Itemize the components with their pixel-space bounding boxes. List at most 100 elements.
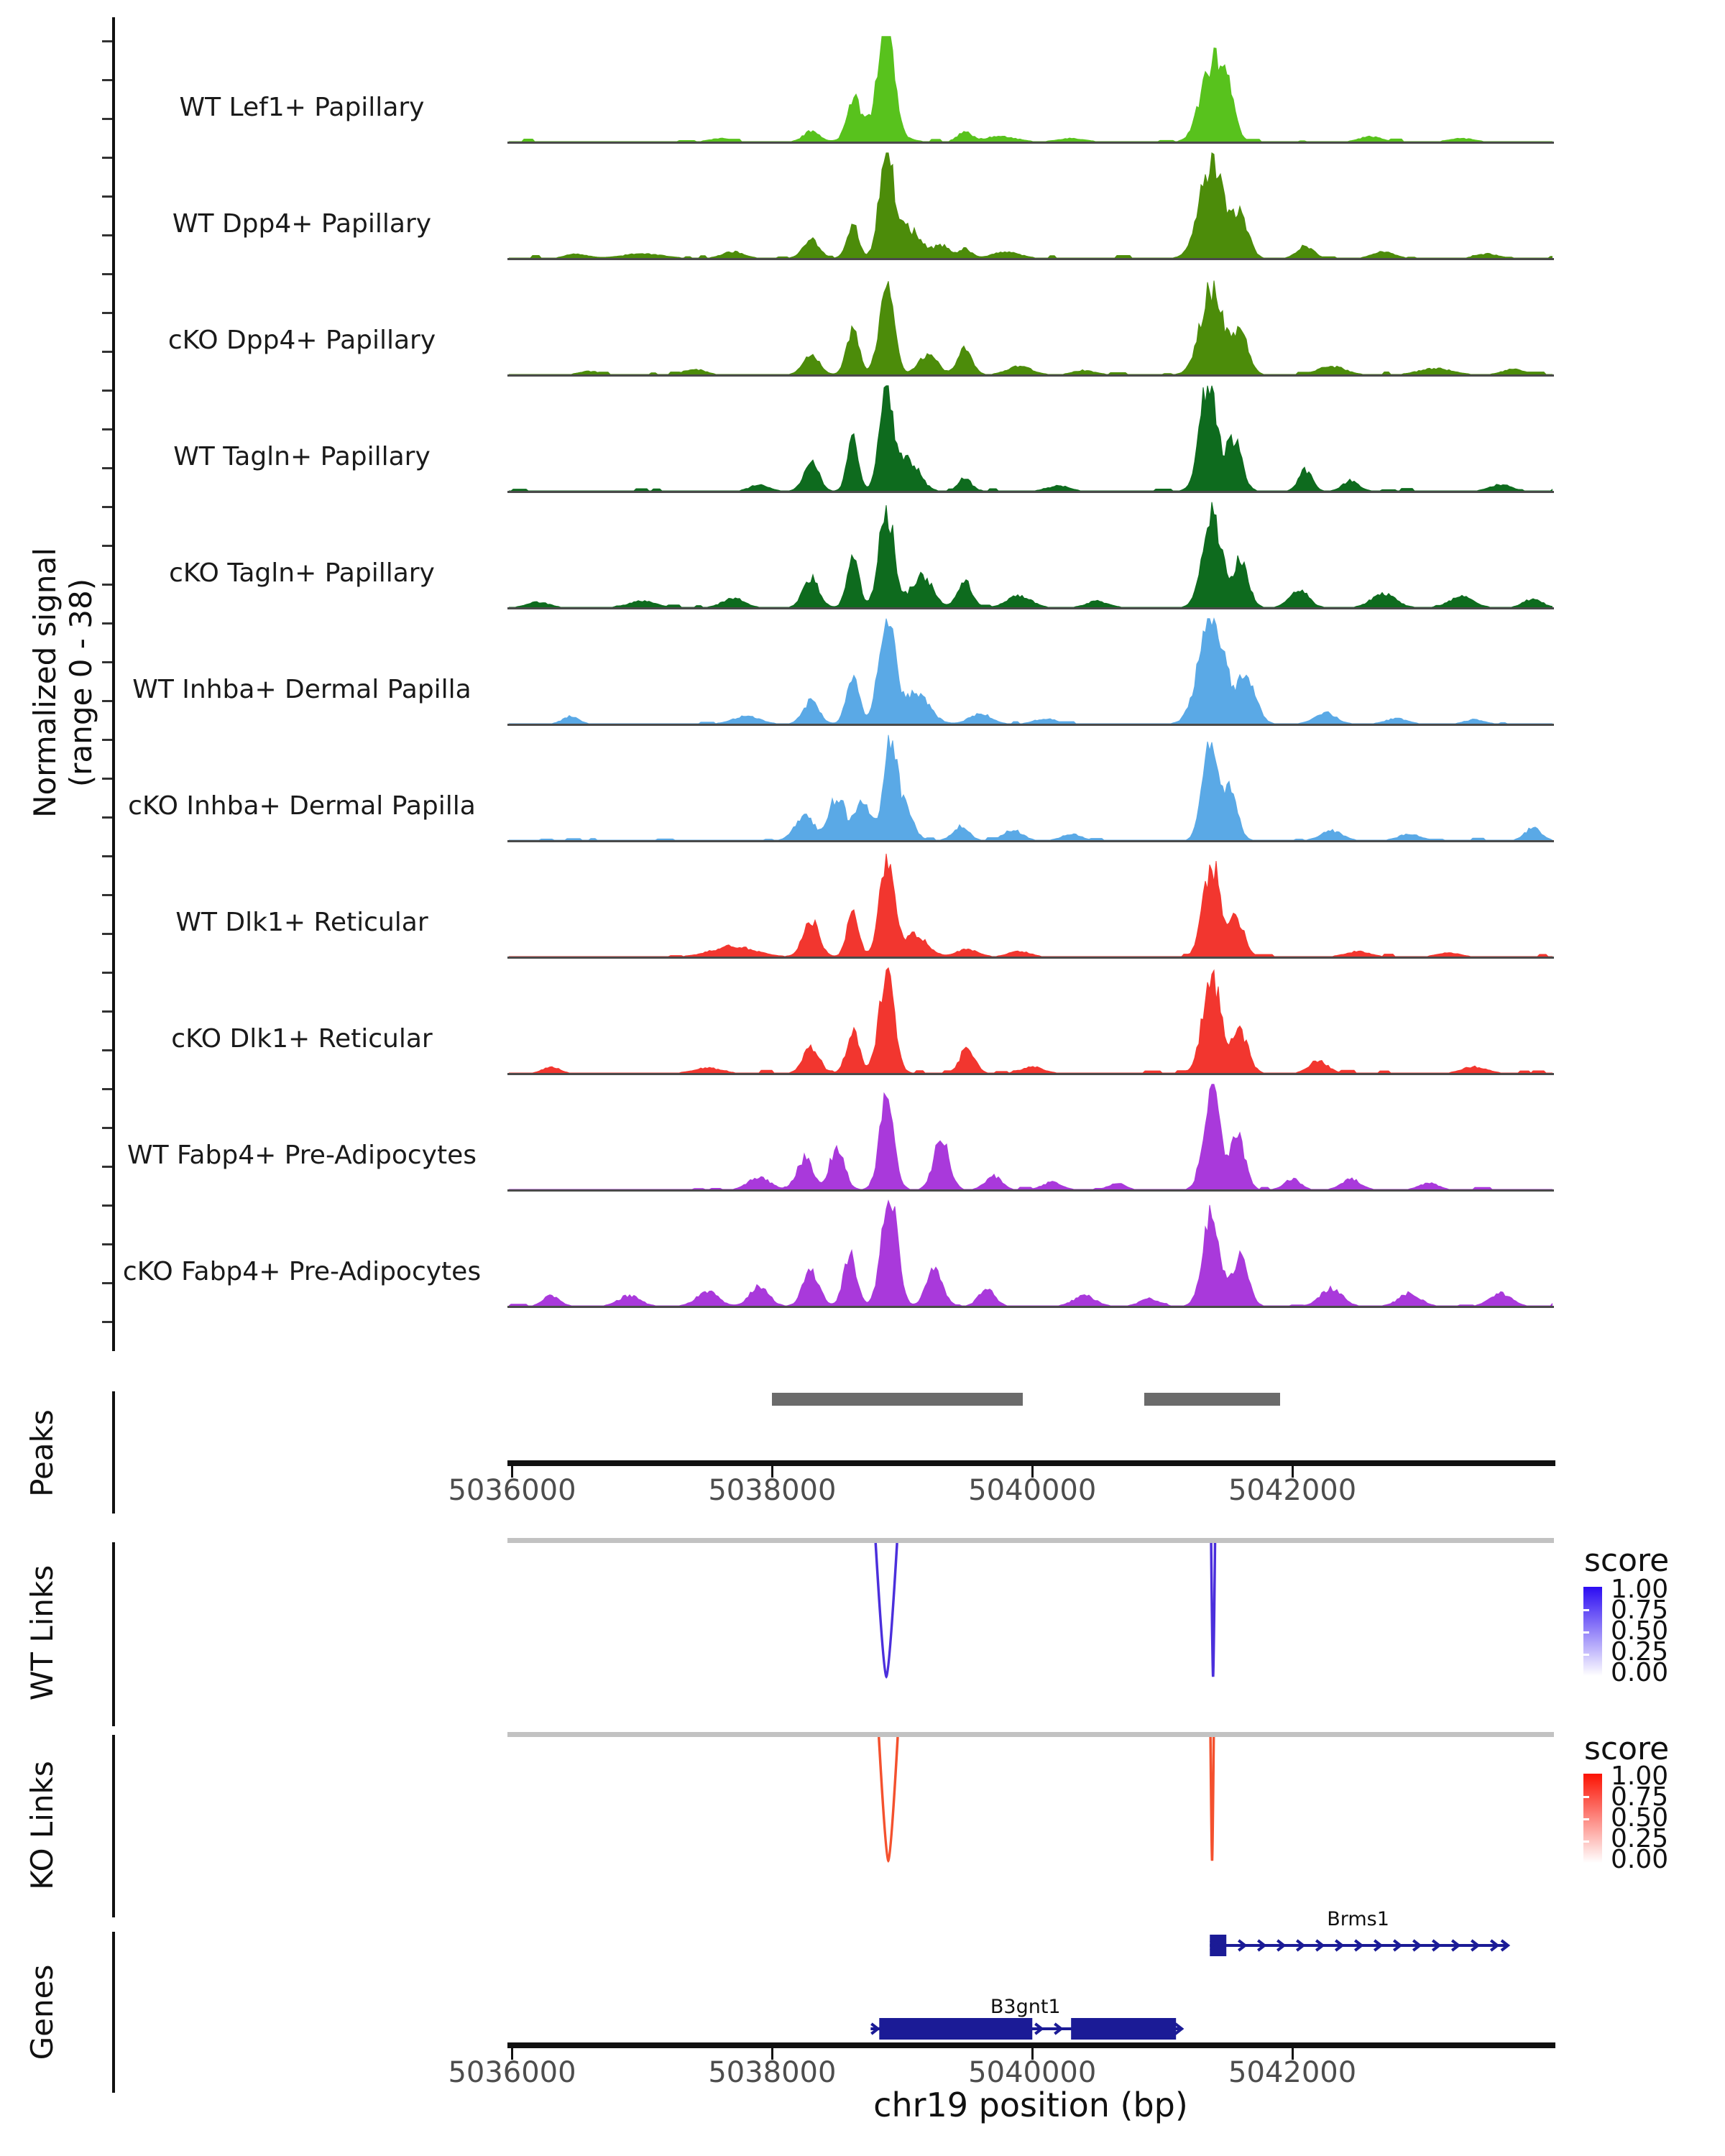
- coverage-track-cko-dlk1-reticular: [509, 967, 1552, 1073]
- signal-axis-tick: [102, 1049, 112, 1051]
- x-axis-tick-label: 5040000: [968, 2056, 1097, 2089]
- track-label: WT Fabp4+ Pre-Adipocytes: [127, 1141, 477, 1170]
- x-axis-tick-label: 5036000: [448, 2056, 576, 2089]
- coverage-track-cko-dpp4-papillary: [509, 280, 1552, 374]
- track-label: cKO Dlk1+ Reticular: [171, 1024, 433, 1054]
- x-axis-tick: [511, 2048, 514, 2060]
- track-baseline: [507, 1073, 1554, 1075]
- track-baseline: [507, 607, 1554, 609]
- track-label: WT Tagln+ Papillary: [173, 442, 431, 471]
- score-gradient-notch: [1583, 1818, 1589, 1820]
- genes-bracket: [112, 1932, 115, 2093]
- signal-axis-line: [112, 17, 115, 1351]
- signal-axis-tick: [102, 545, 112, 547]
- gene-annotation-track: B3gnt1 Brms1: [870, 1908, 1511, 2040]
- coverage-track-wt-inhba-dermal-papilla: [509, 617, 1552, 724]
- score-legend-label: 0.50: [1611, 1803, 1669, 1833]
- score-gradient-notch: [1583, 1609, 1589, 1611]
- x-axis-tick-label: 5042000: [1228, 2056, 1357, 2089]
- signal-axis-tick: [102, 506, 112, 508]
- signal-axis-tick: [102, 40, 112, 42]
- wt-links-bracket: [112, 1542, 115, 1726]
- x-axis-title: chr19 position (bp): [873, 2086, 1188, 2124]
- score-legend-label: 0.75: [1611, 1782, 1669, 1812]
- signal-axis-tick: [102, 584, 112, 586]
- coverage-track-cko-inhba-dermal-papilla: [509, 734, 1552, 840]
- signal-axis-tick: [102, 118, 112, 120]
- signal-axis-tick: [102, 778, 112, 780]
- track-baseline: [507, 491, 1554, 493]
- coverage-track-wt-dlk1-reticular: [509, 853, 1552, 957]
- ko-links-baseline: [507, 1732, 1554, 1737]
- coverage-track-wt-tagln-papillary: [509, 385, 1552, 491]
- y-axis-label-line2: (range 0 - 38): [63, 578, 98, 788]
- x-axis-tick: [511, 1466, 514, 1478]
- wt-score-legend: 1.00 0.75 0.50 0.25 0.00: [1583, 1577, 1720, 1686]
- track-baseline: [507, 1189, 1554, 1192]
- signal-axis-tick: [102, 351, 112, 353]
- peak-region-bar: [1144, 1393, 1281, 1406]
- score-gradient-notch: [1583, 1654, 1589, 1656]
- signal-axis-tick: [102, 1088, 112, 1090]
- signal-axis-tick: [102, 467, 112, 469]
- score-gradient-notch: [1583, 1631, 1589, 1634]
- track-label: cKO Tagln+ Papillary: [169, 558, 435, 588]
- coverage-track-cko-fabp4-pre-adipocytes: [509, 1199, 1552, 1306]
- track-label: WT Dpp4+ Papillary: [172, 209, 432, 239]
- signal-axis-tick: [102, 79, 112, 81]
- track-baseline: [507, 258, 1554, 260]
- track-label: WT Dlk1+ Reticular: [175, 908, 428, 937]
- x-axis-tick: [1031, 1466, 1034, 1478]
- x-axis-tick: [1291, 2048, 1294, 2060]
- ko-score-legend: 1.00 0.75 0.50 0.25 0.00: [1583, 1764, 1720, 1873]
- signal-axis-tick: [102, 1127, 112, 1129]
- score-legend-label: 1.00: [1611, 1575, 1669, 1604]
- signal-axis-tick: [102, 428, 112, 430]
- track-baseline: [507, 724, 1554, 726]
- signal-axis-tick: [102, 312, 112, 314]
- peaks-bracket: [112, 1391, 115, 1514]
- signal-axis-tick: [102, 855, 112, 857]
- x-axis-tick-label: 5038000: [708, 2056, 837, 2089]
- score-legend-label: 0.75: [1611, 1595, 1669, 1625]
- x-axis-tick: [770, 2048, 773, 2060]
- gene-name-label: Brms1: [1327, 1908, 1389, 1930]
- section-label-genes: Genes: [24, 1964, 60, 2060]
- track-baseline: [507, 840, 1554, 842]
- signal-axis-tick: [102, 195, 112, 198]
- score-legend-label: 0.25: [1611, 1637, 1669, 1667]
- signal-axis-tick: [102, 390, 112, 392]
- track-label: cKO Fabp4+ Pre-Adipocytes: [122, 1257, 482, 1286]
- ko-links-arcs: [878, 1737, 1215, 1864]
- coverage-track-wt-lef1-papillary: [509, 36, 1552, 142]
- coverage-track-wt-fabp4-pre-adipocytes: [509, 1084, 1552, 1189]
- score-gradient-notch: [1583, 1796, 1589, 1798]
- track-baseline: [507, 142, 1554, 144]
- x-axis-tick-label: 5042000: [1228, 1474, 1357, 1507]
- score-legend-label: 0.50: [1611, 1616, 1669, 1646]
- signal-axis-tick: [102, 1010, 112, 1013]
- section-label-wt-links: WT Links: [24, 1565, 60, 1701]
- coverage-track-wt-dpp4-papillary: [509, 152, 1552, 258]
- x-axis-tick-label: 5038000: [708, 1474, 837, 1507]
- signal-axis-tick: [102, 622, 112, 625]
- wt-links-arcs: [874, 1543, 1217, 1679]
- score-legend-label: 1.00: [1611, 1761, 1669, 1791]
- track-baseline: [507, 1306, 1554, 1308]
- x-axis-tick-label: 5040000: [968, 1474, 1097, 1507]
- track-baseline: [507, 374, 1554, 377]
- signal-axis-tick: [102, 1166, 112, 1168]
- x-axis-tick: [1291, 1466, 1294, 1478]
- track-label: cKO Dpp4+ Papillary: [167, 326, 436, 355]
- signal-axis-tick: [102, 157, 112, 159]
- x-axis-tick: [1031, 2048, 1034, 2060]
- track-label: WT Inhba+ Dermal Papilla: [132, 675, 472, 704]
- y-axis-label: Normalized signal (range 0 - 38): [24, 359, 103, 1006]
- track-label: cKO Inhba+ Dermal Papilla: [128, 791, 476, 821]
- score-legend-label: 0.00: [1611, 1658, 1669, 1687]
- signal-axis-tick: [102, 1321, 112, 1323]
- signal-axis-tick: [102, 700, 112, 702]
- signal-axis-tick: [102, 894, 112, 896]
- ko-links-bracket: [112, 1735, 115, 1917]
